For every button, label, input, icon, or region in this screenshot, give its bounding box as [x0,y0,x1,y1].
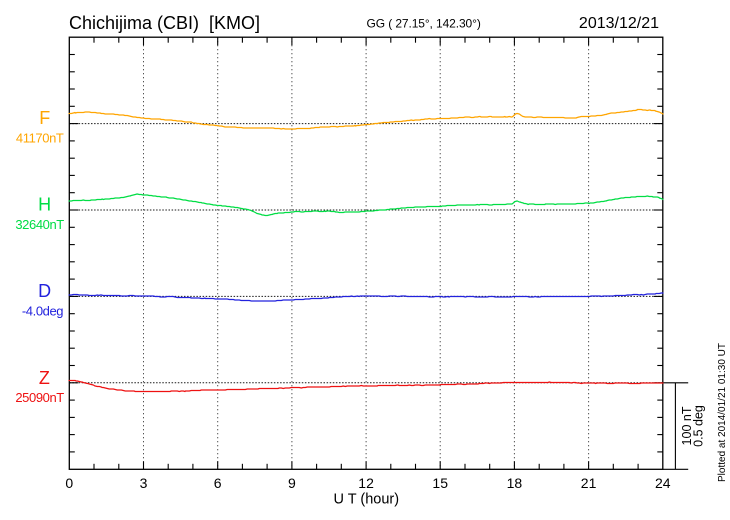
svg-text:100 nT: 100 nT [680,406,694,445]
svg-text:12: 12 [358,475,374,491]
svg-text:2013/12/21: 2013/12/21 [579,15,659,32]
svg-text:U T (hour): U T (hour) [334,491,400,507]
svg-text:9: 9 [288,475,296,491]
svg-text:F: F [39,108,50,128]
svg-text:D: D [38,281,51,301]
svg-text:24: 24 [655,475,671,491]
svg-text:GG ( 27.15°, 142.30°): GG ( 27.15°, 142.30°) [367,16,481,30]
svg-text:Chichijima (CBI) [KMO]: Chichijima (CBI) [KMO] [69,13,260,33]
svg-text:Plotted at 2014/01/21 01:30 UT: Plotted at 2014/01/21 01:30 UT [717,343,728,482]
svg-text:15: 15 [432,475,448,491]
svg-text:H: H [38,195,51,215]
svg-text:21: 21 [581,475,597,491]
svg-text:0.5 deg: 0.5 deg [692,405,706,447]
svg-text:0: 0 [65,475,73,491]
svg-text:3: 3 [140,475,148,491]
svg-text:Z: Z [39,368,50,388]
svg-text:18: 18 [507,475,523,491]
svg-text:-4.0deg: -4.0deg [22,304,63,319]
svg-text:25090nT: 25090nT [15,390,64,405]
svg-text:6: 6 [214,475,222,491]
svg-text:41170nT: 41170nT [16,131,64,146]
svg-text:32640nT: 32640nT [15,217,64,232]
